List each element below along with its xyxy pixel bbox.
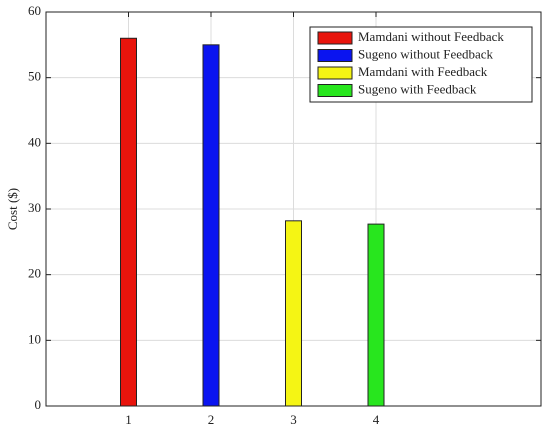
bar [202, 44, 220, 407]
x-tick-label: 2 [208, 412, 215, 427]
y-tick-label: 30 [28, 200, 41, 215]
x-tick-label: 1 [125, 412, 132, 427]
legend-label: Sugeno with Feedback [358, 81, 477, 96]
x-tick-label: 3 [290, 412, 297, 427]
y-tick-label: 0 [35, 397, 42, 412]
legend-swatch [317, 84, 353, 97]
legend-swatch [317, 66, 353, 80]
bar [285, 220, 302, 407]
y-tick-label: 10 [28, 331, 41, 346]
bar [120, 37, 137, 407]
y-tick-label: 50 [28, 69, 41, 84]
legend-label: Mamdani with Feedback [358, 64, 488, 79]
y-tick-label: 40 [28, 134, 41, 149]
axes-box [45, 11, 542, 407]
bar [367, 223, 385, 407]
y-tick-label: 60 [28, 3, 41, 18]
legend-label: Sugeno without Feedback [358, 46, 494, 61]
y-tick-label: 20 [28, 266, 41, 281]
legend-swatch [317, 31, 353, 45]
y-axis-label: Cost ($) [5, 188, 20, 230]
legend-label: Mamdani without Feedback [358, 29, 504, 44]
legend-swatch [317, 49, 353, 62]
x-tick-label: 4 [373, 412, 380, 427]
